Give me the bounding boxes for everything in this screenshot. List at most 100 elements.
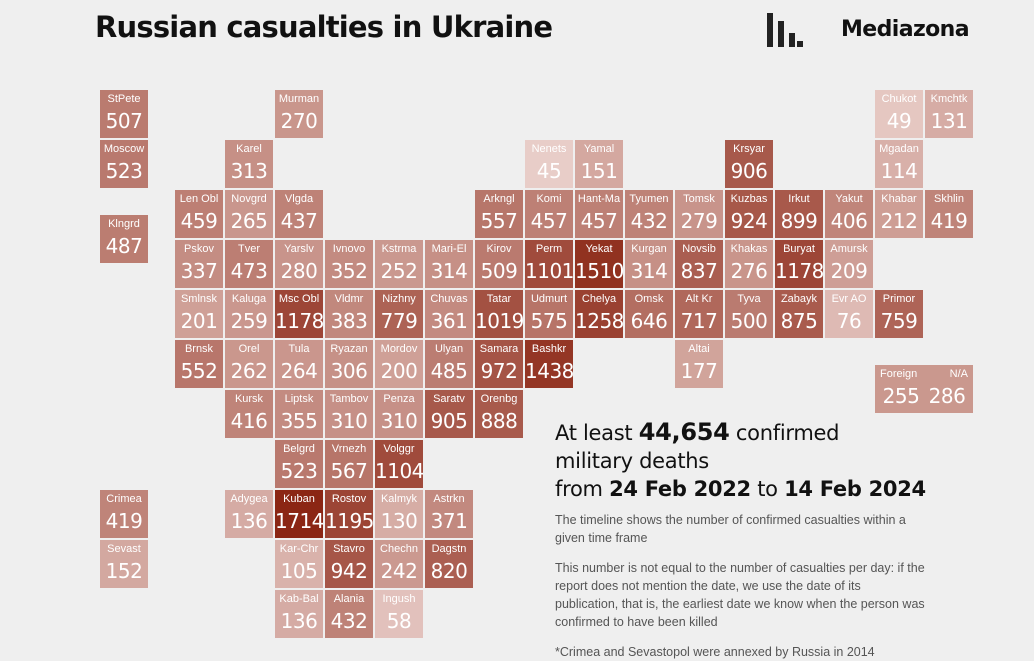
region-tile-nenets[interactable]: Nenets 45: [525, 140, 573, 188]
region-tile-perm[interactable]: Perm 1101: [525, 240, 573, 288]
region-tile-novsib[interactable]: Novsib 837: [675, 240, 723, 288]
region-tile-dagstn[interactable]: Dagstn 820: [425, 540, 473, 588]
region-tile-kstrma[interactable]: Kstrma 252: [375, 240, 423, 288]
region-tile-hant-ma[interactable]: Hant-Ma 457: [575, 190, 623, 238]
region-tile-tambov[interactable]: Tambov 310: [325, 390, 373, 438]
region-tile-volggr[interactable]: Volggr 1104: [375, 440, 423, 488]
region-tile-karel[interactable]: Karel 313: [225, 140, 273, 188]
region-tile-amursk[interactable]: Amursk 209: [825, 240, 873, 288]
region-tile-skhlin[interactable]: Skhlin 419: [925, 190, 973, 238]
region-tile-tyva[interactable]: Tyva 500: [725, 290, 773, 338]
region-tile-tula[interactable]: Tula 264: [275, 340, 323, 388]
region-tile-klngrd[interactable]: Klngrd 487: [100, 215, 148, 263]
region-tile-mari-el[interactable]: Mari-El 314: [425, 240, 473, 288]
region-tile-vrnezh[interactable]: Vrnezh 567: [325, 440, 373, 488]
region-tile-irkut[interactable]: Irkut 899: [775, 190, 823, 238]
region-tile-tatar[interactable]: Tatar 1019: [475, 290, 523, 338]
region-name: Kar-Chr: [279, 543, 319, 555]
region-value: 419: [930, 209, 968, 233]
region-tile-mgadan[interactable]: Mgadan 114: [875, 140, 923, 188]
region-tile-orel[interactable]: Orel 262: [225, 340, 273, 388]
region-tile-stavro[interactable]: Stavro 942: [325, 540, 373, 588]
region-name: Tyva: [737, 293, 761, 305]
region-name: Nizhny: [382, 293, 416, 305]
region-tile-vlgda[interactable]: Vlgda 437: [275, 190, 323, 238]
region-tile-chechn[interactable]: Chechn 242: [375, 540, 423, 588]
region-value: 575: [530, 309, 568, 333]
region-tile-rostov[interactable]: Rostov 1195: [325, 490, 373, 538]
region-tile-ingush[interactable]: Ingush 58: [375, 590, 423, 638]
region-tile-liptsk[interactable]: Liptsk 355: [275, 390, 323, 438]
region-tile-krsyar[interactable]: Krsyar 906: [725, 140, 773, 188]
region-tile-buryat[interactable]: Buryat 1178: [775, 240, 823, 288]
region-tile-zabayk[interactable]: Zabayk 875: [775, 290, 823, 338]
region-tile-kuzbas[interactable]: Kuzbas 924: [725, 190, 773, 238]
region-tile-ulyan[interactable]: Ulyan 485: [425, 340, 473, 388]
region-tile-ivnovo[interactable]: Ivnovo 352: [325, 240, 373, 288]
region-tile-khabar[interactable]: Khabar 212: [875, 190, 923, 238]
region-tile-chelya[interactable]: Chelya 1258: [575, 290, 623, 338]
region-tile-brnsk[interactable]: Brnsk 552: [175, 340, 223, 388]
region-tile-belgrd[interactable]: Belgrd 523: [275, 440, 323, 488]
region-tile-omsk[interactable]: Omsk 646: [625, 290, 673, 338]
region-tile-orenbg[interactable]: Orenbg 888: [475, 390, 523, 438]
region-name: Omsk: [634, 293, 664, 305]
region-tile-tomsk[interactable]: Tomsk 279: [675, 190, 723, 238]
region-tile-yarslv[interactable]: Yarslv 280: [275, 240, 323, 288]
region-tile-yamal[interactable]: Yamal 151: [575, 140, 623, 188]
region-tile-pskov[interactable]: Pskov 337: [175, 240, 223, 288]
region-name: Khakas: [730, 243, 768, 255]
brand-name[interactable]: Mediazona: [841, 17, 970, 42]
region-value: 371: [430, 509, 468, 533]
region-tile-tver[interactable]: Tver 473: [225, 240, 273, 288]
region-name: Yarslv: [284, 243, 314, 255]
region-tile-yakut[interactable]: Yakut 406: [825, 190, 873, 238]
region-tile-primor[interactable]: Primor 759: [875, 290, 923, 338]
region-name: Kurgan: [631, 243, 667, 255]
region-tile-stpete[interactable]: StPete 507: [100, 90, 148, 138]
region-tile-komi[interactable]: Komi 457: [525, 190, 573, 238]
region-tile-astrkn[interactable]: Astrkn 371: [425, 490, 473, 538]
region-tile-bashkr[interactable]: Bashkr 1438: [525, 340, 573, 388]
region-tile-kar-chr[interactable]: Kar-Chr 105: [275, 540, 323, 588]
region-tile-kirov[interactable]: Kirov 509: [475, 240, 523, 288]
region-tile-smlnsk[interactable]: Smlnsk 201: [175, 290, 223, 338]
region-tile-khakas[interactable]: Khakas 276: [725, 240, 773, 288]
region-tile-kursk[interactable]: Kursk 416: [225, 390, 273, 438]
region-tile-tyumen[interactable]: Tyumen 432: [625, 190, 673, 238]
region-tile-alt-kr[interactable]: Alt Kr 717: [675, 290, 723, 338]
region-tile-moscow[interactable]: Moscow 523: [100, 140, 148, 188]
region-tile-mordov[interactable]: Mordov 200: [375, 340, 423, 388]
region-tile-kalmyk[interactable]: Kalmyk 130: [375, 490, 423, 538]
region-tile-kab-bal[interactable]: Kab-Bal 136: [275, 590, 323, 638]
region-tile-penza[interactable]: Penza 310: [375, 390, 423, 438]
region-tile-kaluga[interactable]: Kaluga 259: [225, 290, 273, 338]
region-tile-chukot[interactable]: Chukot 49: [875, 90, 923, 138]
region-tile-novgrd[interactable]: Novgrd 265: [225, 190, 273, 238]
region-tile-chuvas[interactable]: Chuvas 361: [425, 290, 473, 338]
region-name: Dagstn: [431, 543, 467, 555]
region-tile-foreign-na[interactable]: Foreign N/A 255 286: [875, 365, 973, 413]
region-tile-alania[interactable]: Alania 432: [325, 590, 373, 638]
region-tile-yekat[interactable]: Yekat 1510: [575, 240, 623, 288]
region-tile-altai[interactable]: Altai 177: [675, 340, 723, 388]
region-tile-kurgan[interactable]: Kurgan 314: [625, 240, 673, 288]
mediazona-logo-icon[interactable]: [767, 13, 803, 47]
region-tile-crimea[interactable]: Crimea 419: [100, 490, 148, 538]
region-tile-sevast[interactable]: Sevast 152: [100, 540, 148, 588]
region-tile-msc-obl[interactable]: Msc Obl 1178: [275, 290, 323, 338]
region-tile-arkngl[interactable]: Arkngl 557: [475, 190, 523, 238]
region-tile-kuban[interactable]: Kuban 1714: [275, 490, 323, 538]
region-tile-saratv[interactable]: Saratv 905: [425, 390, 473, 438]
region-value: 487: [105, 234, 143, 258]
region-tile-evr-ao[interactable]: Evr AO 76: [825, 290, 873, 338]
region-tile-adygea[interactable]: Adygea 136: [225, 490, 273, 538]
region-tile-nizhny[interactable]: Nizhny 779: [375, 290, 423, 338]
region-tile-udmurt[interactable]: Udmurt 575: [525, 290, 573, 338]
region-tile-ryazan[interactable]: Ryazan 306: [325, 340, 373, 388]
region-tile-len-obl[interactable]: Len Obl 459: [175, 190, 223, 238]
region-tile-vldmr[interactable]: Vldmr 383: [325, 290, 373, 338]
region-tile-murman[interactable]: Murman 270: [275, 90, 323, 138]
region-tile-samara[interactable]: Samara 972: [475, 340, 523, 388]
region-tile-kmchtk[interactable]: Kmchtk 131: [925, 90, 973, 138]
